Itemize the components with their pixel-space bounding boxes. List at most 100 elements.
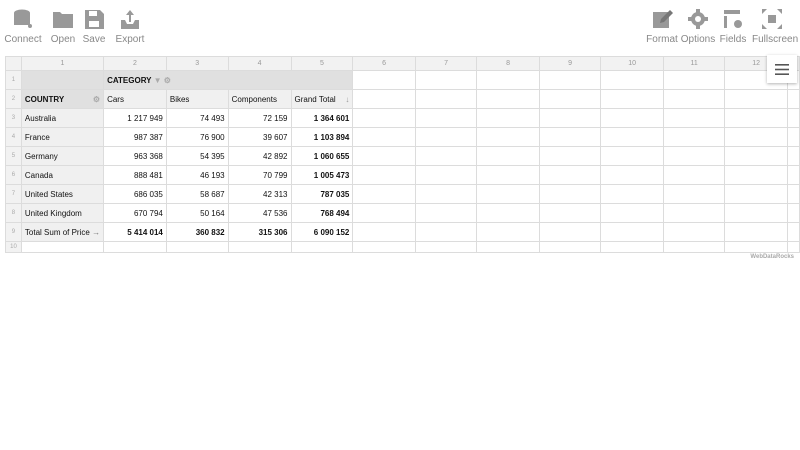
empty-cell[interactable] (538, 70, 602, 90)
empty-cell[interactable] (786, 89, 800, 109)
empty-cell[interactable] (600, 89, 664, 109)
column-number[interactable]: 6 (352, 56, 416, 71)
empty-cell[interactable] (600, 184, 664, 204)
empty-cell[interactable] (352, 203, 416, 223)
empty-cell[interactable] (352, 127, 416, 147)
total-cell[interactable]: 6 090 152 (290, 222, 354, 242)
empty-cell[interactable] (476, 222, 540, 242)
column-number[interactable]: 3 (165, 56, 229, 71)
empty-cell[interactable] (600, 203, 664, 223)
settings-icon[interactable]: ⚙ (92, 94, 101, 104)
value-cell[interactable]: 74 493 (165, 108, 229, 128)
column-number[interactable]: 7 (414, 56, 478, 71)
empty-cell[interactable] (786, 146, 800, 166)
total-cell[interactable]: 315 306 (227, 222, 292, 242)
empty-cell[interactable] (538, 108, 602, 128)
empty-cell[interactable] (662, 108, 726, 128)
row-field-header[interactable]: COUNTRY ⚙ (20, 89, 105, 109)
column-header[interactable]: Bikes (165, 89, 229, 109)
value-cell[interactable]: 42 313 (227, 184, 292, 204)
column-number[interactable]: 5 (290, 56, 354, 71)
empty-cell[interactable] (476, 70, 540, 90)
empty-cell[interactable] (414, 165, 478, 185)
value-cell[interactable]: 768 494 (290, 203, 354, 223)
empty-cell[interactable] (352, 146, 416, 166)
empty-cell[interactable] (538, 165, 602, 185)
empty-cell[interactable] (662, 89, 726, 109)
empty-cell[interactable] (352, 165, 416, 185)
empty-cell[interactable] (476, 127, 540, 147)
empty-cell[interactable] (724, 165, 788, 185)
value-cell[interactable]: 50 164 (165, 203, 229, 223)
sort-arrow-icon[interactable]: ↓ (345, 94, 350, 104)
row-number[interactable]: 2 (5, 89, 22, 109)
empty-cell[interactable] (414, 108, 478, 128)
empty-cell[interactable] (786, 222, 800, 242)
row-number[interactable]: 9 (5, 222, 22, 242)
empty-cell[interactable] (290, 241, 354, 253)
open-button[interactable]: Open (43, 8, 83, 45)
column-number[interactable]: 1 (20, 56, 105, 71)
value-cell[interactable]: 47 536 (227, 203, 292, 223)
row-header[interactable]: United Kingdom (20, 203, 105, 223)
total-cell[interactable]: 5 414 014 (103, 222, 167, 242)
column-number[interactable]: 8 (476, 56, 540, 71)
options-button[interactable]: Options (678, 8, 718, 45)
empty-cell[interactable] (786, 241, 800, 253)
empty-cell[interactable] (724, 184, 788, 204)
empty-cell[interactable] (662, 222, 726, 242)
empty-cell[interactable] (476, 241, 540, 253)
empty-cell[interactable] (724, 108, 788, 128)
empty-cell[interactable] (786, 184, 800, 204)
empty-cell[interactable] (414, 70, 478, 90)
value-cell[interactable]: 76 900 (165, 127, 229, 147)
row-number[interactable]: 3 (5, 108, 22, 128)
empty-cell[interactable] (724, 146, 788, 166)
empty-cell[interactable] (538, 241, 602, 253)
row-header[interactable]: Australia (20, 108, 105, 128)
empty-cell[interactable] (352, 184, 416, 204)
empty-cell[interactable] (476, 165, 540, 185)
empty-cell[interactable] (538, 203, 602, 223)
empty-cell[interactable] (724, 222, 788, 242)
empty-cell[interactable] (786, 203, 800, 223)
empty-cell[interactable] (724, 89, 788, 109)
value-cell[interactable]: 39 607 (227, 127, 292, 147)
empty-cell[interactable] (600, 108, 664, 128)
row-number[interactable]: 6 (5, 165, 22, 185)
empty-cell[interactable] (786, 165, 800, 185)
empty-cell[interactable] (227, 241, 292, 253)
empty-cell[interactable] (786, 108, 800, 128)
empty-cell[interactable] (600, 127, 664, 147)
column-field-header[interactable]: CATEGORY ▼ ⚙ (103, 70, 354, 90)
settings-icon[interactable]: ⚙ (163, 75, 171, 85)
export-button[interactable]: Export (110, 8, 150, 45)
column-number[interactable]: 2 (103, 56, 167, 71)
row-header[interactable]: Germany (20, 146, 105, 166)
empty-cell[interactable] (538, 184, 602, 204)
empty-cell[interactable] (724, 203, 788, 223)
column-number[interactable]: 4 (227, 56, 292, 71)
value-cell[interactable]: 54 395 (165, 146, 229, 166)
column-header[interactable]: Cars (103, 89, 167, 109)
empty-cell[interactable] (476, 89, 540, 109)
empty-cell[interactable] (724, 241, 788, 253)
empty-cell[interactable] (414, 89, 478, 109)
empty-cell[interactable] (414, 222, 478, 242)
row-header[interactable]: United States (20, 184, 105, 204)
value-cell[interactable]: 1 060 655 (290, 146, 354, 166)
save-button[interactable]: Save (74, 8, 114, 45)
empty-cell[interactable] (662, 241, 726, 253)
row-number[interactable]: 10 (5, 241, 22, 253)
format-button[interactable]: Format (642, 8, 682, 45)
empty-cell[interactable] (165, 241, 229, 253)
connect-button[interactable]: Connect (3, 8, 43, 45)
empty-cell[interactable] (103, 241, 167, 253)
fullscreen-button[interactable]: Fullscreen (752, 8, 798, 45)
column-number[interactable]: 10 (600, 56, 664, 71)
row-number[interactable]: 4 (5, 127, 22, 147)
empty-cell[interactable] (414, 184, 478, 204)
value-cell[interactable]: 787 035 (290, 184, 354, 204)
row-number[interactable]: 7 (5, 184, 22, 204)
empty-cell[interactable] (662, 165, 726, 185)
